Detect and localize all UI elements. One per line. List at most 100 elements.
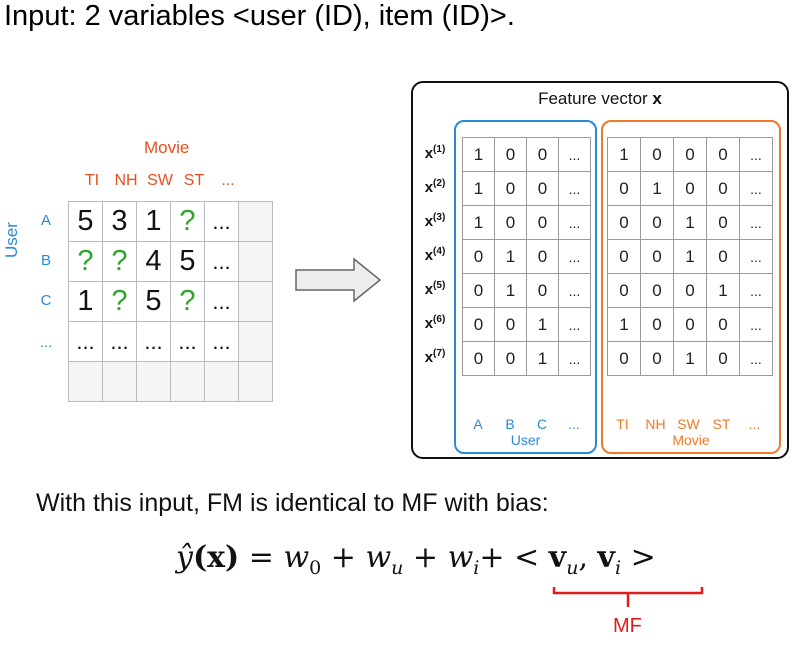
feature-cell: 1 xyxy=(641,172,674,206)
feature-cell: 0 xyxy=(641,240,674,274)
fm-formula: ŷ(x) = w0 + wu + wi+ < vu, vi > xyxy=(176,540,656,579)
rating-cell: 5 xyxy=(69,202,103,242)
rating-cell: ? xyxy=(103,242,137,282)
feature-cell: 0 xyxy=(495,172,527,206)
feature-cell: ... xyxy=(559,206,591,240)
feature-cell: 1 xyxy=(674,342,707,376)
movie-col-footer: ST xyxy=(712,416,731,432)
rating-cell: 5 xyxy=(171,242,205,282)
feature-cell: 0 xyxy=(707,342,740,376)
movie-onehot-grid: 1 0 0 0... 0 1 0 0... 0 0 1 0... 0 0 1 0... 0 0 0 1... 1 0 0 0.… xyxy=(607,137,773,376)
wu-symbol: w xyxy=(365,540,392,575)
movie-col-header: NH xyxy=(114,172,138,189)
movie-col-footer: NH xyxy=(645,416,666,432)
user-axis-label: User xyxy=(2,222,21,258)
feature-row-label: x(3) xyxy=(416,212,454,230)
mf-underbrace-icon xyxy=(552,587,704,607)
rating-cell: 1 xyxy=(69,282,103,322)
feature-cell: 0 xyxy=(674,274,707,308)
rating-cell-padding xyxy=(171,362,205,402)
feature-cell: 0 xyxy=(608,342,641,376)
feature-cell: 0 xyxy=(707,240,740,274)
feature-cell: 0 xyxy=(527,206,559,240)
user-row-header: B xyxy=(40,252,51,269)
rating-cell: ... xyxy=(137,322,171,362)
rating-cell: ? xyxy=(103,282,137,322)
movie-col-footer: SW xyxy=(677,416,700,432)
vu-subscript: u xyxy=(566,557,579,579)
user-group-box xyxy=(454,120,597,454)
feature-row-label: x(4) xyxy=(416,246,454,264)
formula-equals: = xyxy=(239,540,284,575)
feature-cell: ... xyxy=(559,342,591,376)
feature-cell: 0 xyxy=(641,274,674,308)
rating-cell-padding xyxy=(239,202,273,242)
feature-cell: 1 xyxy=(608,308,641,342)
feature-cell: 1 xyxy=(495,274,527,308)
user-col-footer: ... xyxy=(568,416,580,432)
wi-subscript: i xyxy=(473,557,480,579)
rating-cell: ? xyxy=(171,202,205,242)
feature-cell: 0 xyxy=(608,172,641,206)
feature-row-label-index: (5) xyxy=(433,280,446,291)
rating-cell-padding xyxy=(103,362,137,402)
feature-vector-frame xyxy=(411,81,789,459)
rating-cell: 1 xyxy=(137,202,171,242)
feature-cell: 0 xyxy=(463,274,495,308)
rating-grid: 5 3 1?...?? 4 5... 1? 5?.................. xyxy=(68,201,273,402)
feature-row-label: x(5) xyxy=(416,280,454,298)
wi-symbol: w xyxy=(447,540,474,575)
feature-row-label: x(1) xyxy=(416,144,454,162)
rating-cell-padding xyxy=(239,362,273,402)
user-onehot-grid: 1 0 0... 1 0 0... 1 0 0... 0 1 0... 0 1 0... 0 0 1... 0 0 1.… xyxy=(462,137,591,376)
rating-cell: 4 xyxy=(137,242,171,282)
feature-cell: ... xyxy=(740,274,773,308)
feature-cell: 1 xyxy=(707,274,740,308)
feature-cell: 0 xyxy=(641,342,674,376)
feature-cell: 1 xyxy=(674,240,707,274)
movie-col-footer: ... xyxy=(748,416,761,432)
feature-cell: 1 xyxy=(463,206,495,240)
feature-cell: 1 xyxy=(527,342,559,376)
feature-row-label-index: (6) xyxy=(433,314,446,325)
feature-cell: ... xyxy=(740,240,773,274)
formula-close-angle: > xyxy=(621,540,656,575)
formula-plus-2: + xyxy=(403,540,448,575)
feature-row-label-index: (2) xyxy=(433,178,446,189)
feature-cell: ... xyxy=(559,172,591,206)
feature-row-label-index: (7) xyxy=(433,348,446,359)
feature-cell: 1 xyxy=(608,138,641,172)
formula-plus-1: + xyxy=(321,540,366,575)
formula-argument: (x) xyxy=(192,540,240,575)
feature-cell: ... xyxy=(740,342,773,376)
feature-cell: 0 xyxy=(608,206,641,240)
feature-cell: 0 xyxy=(674,172,707,206)
feature-row-label: x(2) xyxy=(416,178,454,196)
w0-subscript: 0 xyxy=(309,557,322,579)
movie-col-header: SW xyxy=(147,172,173,189)
user-row-header: ... xyxy=(39,334,53,351)
user-col-footer: A xyxy=(473,416,483,432)
mf-label: MF xyxy=(613,615,642,637)
feature-cell: 0 xyxy=(463,342,495,376)
rating-cell: ... xyxy=(205,282,239,322)
slide-title: Input: 2 variables <user (ID), item (ID)… xyxy=(4,0,515,32)
feature-vector-title: Feature vector x xyxy=(411,89,789,109)
feature-cell: 0 xyxy=(527,172,559,206)
feature-cell: 1 xyxy=(463,172,495,206)
feature-cell: 0 xyxy=(707,308,740,342)
feature-cell: 0 xyxy=(527,138,559,172)
feature-cell: 0 xyxy=(495,138,527,172)
formula-comma: , xyxy=(578,540,598,575)
feature-cell: 0 xyxy=(641,138,674,172)
feature-cell: 0 xyxy=(495,308,527,342)
feature-cell: ... xyxy=(740,206,773,240)
rating-cell: 3 xyxy=(103,202,137,242)
feature-cell: 0 xyxy=(707,172,740,206)
user-col-footer: B xyxy=(505,416,515,432)
rating-cell: ... xyxy=(205,202,239,242)
feature-cell: 0 xyxy=(527,274,559,308)
vi-subscript: i xyxy=(614,557,622,579)
feature-cell: ... xyxy=(740,172,773,206)
feature-row-label-base: x xyxy=(424,315,434,332)
